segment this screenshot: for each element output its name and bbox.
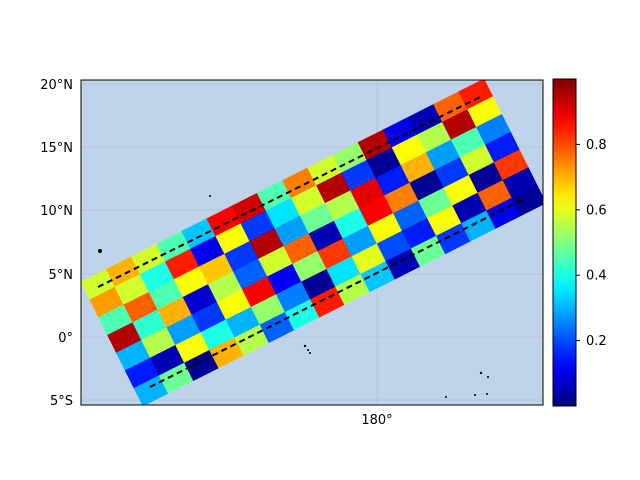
colorbar-tick-label: 0.2	[586, 334, 607, 349]
island	[487, 376, 489, 378]
colorbar-ticks: 0.2 0.4 0.6 0.8	[576, 138, 607, 349]
colorbar[interactable]: 0.2 0.4 0.6 0.8	[552, 78, 607, 407]
colorbar-tick-label: 0.6	[586, 203, 607, 218]
lat-tick-label: 5°N	[49, 268, 74, 283]
island	[209, 195, 211, 197]
island	[98, 249, 102, 253]
swath-cell	[511, 184, 543, 217]
island	[309, 352, 311, 354]
colorbar-tick-label: 0.4	[586, 269, 607, 284]
island	[307, 349, 309, 351]
lat-tick-label: 10°N	[40, 204, 73, 219]
lat-tick-label: 0°	[58, 331, 73, 346]
island	[445, 396, 447, 398]
lat-tick-label: 20°N	[40, 78, 73, 93]
map-panel[interactable]	[80, 79, 546, 406]
lat-axis: 20°N 15°N 10°N 5°N 0° 5°S	[40, 78, 73, 409]
swath-edges	[97, 96, 523, 388]
island	[303, 344, 307, 348]
colorbar-gradient	[552, 78, 577, 407]
lon-axis: 180°	[361, 413, 392, 428]
island	[486, 393, 488, 395]
map-frame	[80, 79, 544, 406]
colorbar-tick-label: 0.8	[586, 138, 607, 153]
lat-tick-label: 15°N	[40, 141, 73, 156]
island	[479, 371, 483, 375]
swath-edge-upper	[97, 96, 481, 288]
lon-tick-label: 180°	[361, 413, 392, 428]
island	[474, 394, 476, 396]
lat-tick-label: 5°S	[50, 394, 73, 409]
